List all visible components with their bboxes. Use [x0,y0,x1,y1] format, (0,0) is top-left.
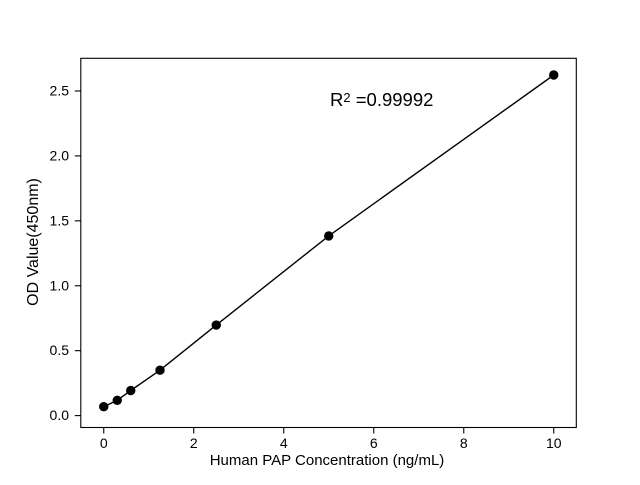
svg-text:0.0: 0.0 [50,407,70,423]
svg-text:0.5: 0.5 [50,342,70,358]
svg-text:2.0: 2.0 [50,147,70,163]
svg-text:2: 2 [190,435,198,451]
svg-text:10: 10 [546,435,562,451]
svg-text:8: 8 [460,435,468,451]
svg-text:OD Value(450nm): OD Value(450nm) [25,178,42,306]
svg-text:Human PAP Concentration (ng/mL: Human PAP Concentration (ng/mL) [210,452,445,469]
svg-text:1.0: 1.0 [50,277,70,293]
svg-text:1.5: 1.5 [50,212,70,228]
svg-text:6: 6 [370,435,378,451]
svg-text:0: 0 [100,435,108,451]
svg-text:2.5: 2.5 [50,83,70,99]
svg-text:4: 4 [280,435,288,451]
